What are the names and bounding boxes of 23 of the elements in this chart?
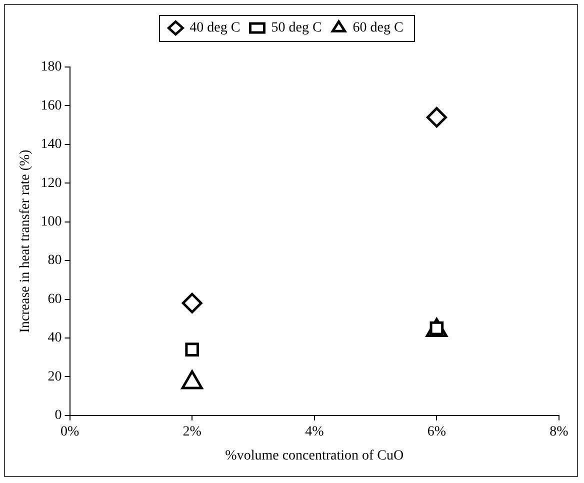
legend-label: 60 deg C [352,20,404,36]
x-tick-label: 2% [182,424,202,440]
y-tick-label: 40 [48,330,62,346]
y-tick-label: 120 [40,176,62,191]
legend-label: 50 deg C [271,20,322,36]
x-tick-label: 4% [305,424,324,440]
y-tick-label: 140 [40,137,62,152]
y-tick-label: 100 [40,214,62,230]
point [426,107,447,128]
x-tick-label: 6% [427,424,446,440]
point [185,342,200,356]
y-tick-label: 0 [54,408,62,424]
y-tick-label: 180 [40,60,62,75]
point [182,292,202,314]
x-tick-label: 8% [550,424,569,440]
x-tick-label: 0% [60,424,80,440]
y-tick-label: 80 [48,253,62,268]
x-axis-title: %volume concentration of CuO [225,448,404,464]
y-tick-label: 160 [40,98,62,114]
y-axis-title: Increase in heat transfer rate (%) [18,149,34,333]
y-tick-label: 60 [48,292,62,307]
y-tick-label: 20 [48,369,62,384]
legend-label: 40 deg C [190,20,240,36]
